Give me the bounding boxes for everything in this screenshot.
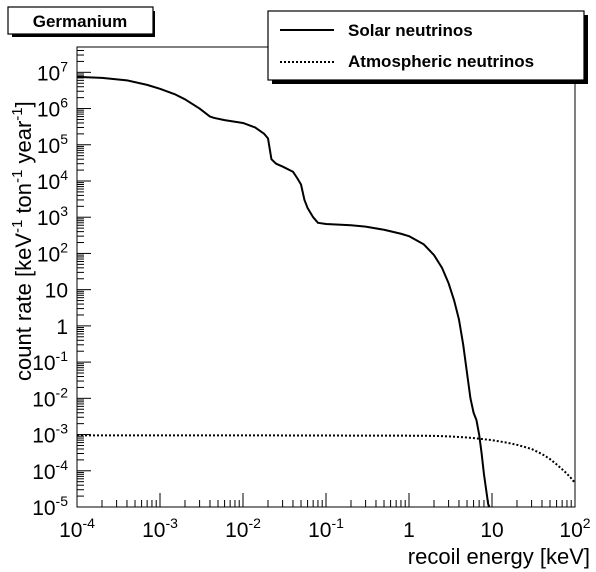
chart-title-box: Germanium: [7, 6, 155, 37]
y-tick-label: 10-1: [32, 348, 68, 375]
y-tick-label: 107: [37, 58, 68, 85]
y-axis-title-suffix: ]: [11, 101, 36, 107]
y-tick-label: 105: [37, 131, 68, 158]
chart-title: Germanium: [33, 12, 127, 31]
y-axis-title-prefix: count rate [keV: [11, 233, 36, 381]
x-tick-label: 10-3: [142, 515, 178, 542]
y-tick-label: 10-3: [32, 421, 68, 448]
y-axis-title: count rate [keV-1 ton-1 year-1]: [9, 101, 36, 381]
y-axis-title-sup-3: -1: [9, 107, 26, 120]
y-tick-label: 10: [45, 280, 68, 303]
x-tick-label: 10-1: [308, 515, 344, 542]
y-tick-label: 106: [37, 95, 68, 122]
y-tick-label: 103: [37, 203, 68, 230]
x-tick-label: 10-4: [59, 515, 95, 542]
x-tick-label: 10: [480, 519, 503, 542]
axis-ticks: [76, 46, 576, 508]
x-axis-title: recoil energy [keV]: [408, 544, 590, 569]
y-axis-title-sup-2: -1: [9, 170, 26, 183]
y-tick-label: 1: [56, 316, 68, 339]
legend-frame: [267, 10, 585, 81]
series-line-solar: [76, 75, 491, 508]
title-box-frame: [7, 6, 154, 35]
y-tick-label: 104: [37, 167, 68, 194]
legend: Solar neutrinos Atmospheric neutrinos: [267, 10, 588, 84]
y-tick-label: 10-5: [32, 493, 68, 520]
series-layer: [76, 75, 576, 508]
y-tick-label: 102: [37, 239, 68, 266]
y-tick-label: 10-4: [32, 457, 68, 484]
y-axis-title-sup-1: -1: [9, 220, 26, 233]
x-tick-label: 10-2: [225, 515, 261, 542]
x-tick-label: 102: [559, 515, 590, 542]
y-axis-title-mid-1: ton: [11, 183, 36, 220]
legend-label-atmospheric: Atmospheric neutrinos: [348, 52, 534, 71]
legend-label-solar: Solar neutrinos: [348, 21, 473, 40]
y-axis-title-mid-2: year: [11, 121, 36, 170]
x-tick-label: 1: [403, 519, 415, 542]
axis-tick-labels: 10-4 10-3 10-2 10-1 1 10 10210-510-410-310-210…: [32, 58, 591, 542]
y-tick-label: 10-2: [32, 384, 68, 411]
